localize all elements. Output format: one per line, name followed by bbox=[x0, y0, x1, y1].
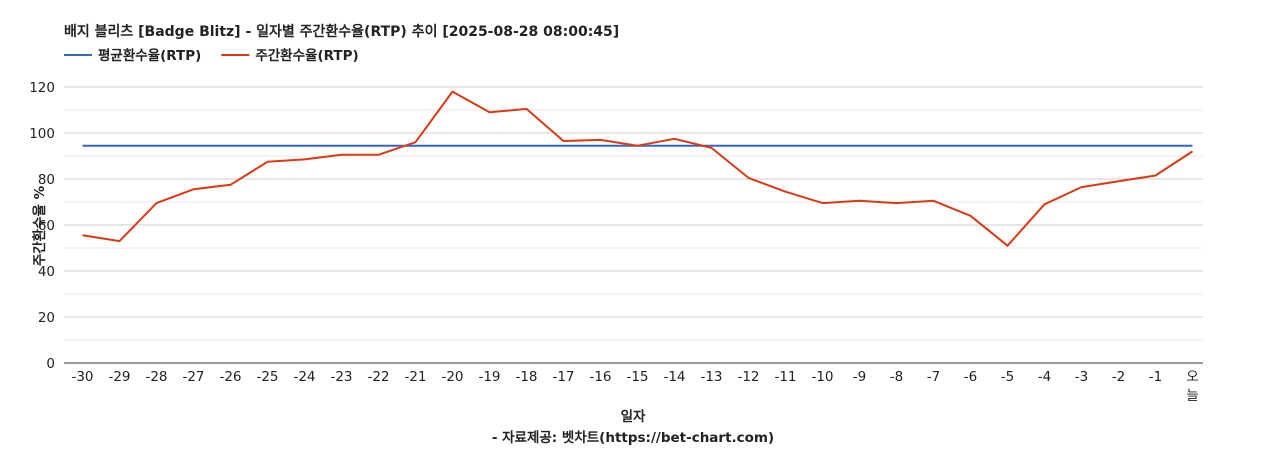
x-tick-label: -14 bbox=[663, 369, 685, 385]
x-tick-label: -20 bbox=[441, 369, 463, 385]
x-tick-label: -16 bbox=[589, 369, 611, 385]
x-tick-label: 늘 bbox=[1186, 388, 1198, 404]
x-tick-label: -3 bbox=[1075, 369, 1088, 385]
legend-label: 주간환수율(RTP) bbox=[255, 47, 358, 64]
x-tick-label: -15 bbox=[626, 369, 648, 385]
x-tick-label: -25 bbox=[256, 369, 278, 385]
x-tick-label: -12 bbox=[737, 369, 759, 385]
y-tick-label: 0 bbox=[46, 356, 55, 372]
series-lines bbox=[82, 90, 1194, 247]
x-tick-label: -8 bbox=[890, 369, 903, 385]
source-credit: - 자료제공: 벳차트(https://bet-chart.com) bbox=[492, 429, 774, 446]
x-tick-label: -6 bbox=[964, 369, 977, 385]
y-tick-label: 20 bbox=[38, 310, 55, 326]
x-tick-label: -2 bbox=[1112, 369, 1125, 385]
x-tick-label: -26 bbox=[219, 369, 241, 385]
x-tick-label: -4 bbox=[1038, 369, 1051, 385]
x-tick-label: -5 bbox=[1001, 369, 1014, 385]
y-axis-title: 주간환수율 % bbox=[31, 185, 48, 266]
x-tick-label: -1 bbox=[1149, 369, 1162, 385]
series-line-weekly-rtp bbox=[82, 90, 1194, 247]
x-tick-label: -13 bbox=[700, 369, 722, 385]
x-tick-label: -9 bbox=[853, 369, 866, 385]
legend-label: 평균환수율(RTP) bbox=[98, 47, 201, 64]
x-tick-label: -29 bbox=[108, 369, 130, 385]
x-tick-label: 오 bbox=[1186, 369, 1198, 385]
x-tick-label: -19 bbox=[478, 369, 500, 385]
y-axis-ticks: 0 20 40 60 80 100 120 bbox=[29, 80, 55, 372]
x-tick-label: -24 bbox=[293, 369, 315, 385]
x-tick-label: -17 bbox=[552, 369, 574, 385]
x-tick-label: -22 bbox=[367, 369, 389, 385]
x-tick-label: -11 bbox=[774, 369, 796, 385]
x-axis-ticks: -30 -29 -28 -27 -26 -25 -24 -23 -22 -21 -20 -19 -18-… bbox=[71, 369, 1198, 404]
x-tick-label: -28 bbox=[145, 369, 167, 385]
y-tick-label: 100 bbox=[29, 126, 55, 142]
x-tick-label: -18 bbox=[515, 369, 537, 385]
x-tick-label: -23 bbox=[330, 369, 352, 385]
y-tick-label: 60 bbox=[38, 218, 55, 234]
gridlines bbox=[64, 86, 1203, 364]
x-tick-label: -10 bbox=[811, 369, 833, 385]
x-axis-title: 일자 bbox=[621, 409, 646, 425]
legend: 평균환수율(RTP) 주간환수율(RTP) bbox=[64, 47, 359, 64]
y-tick-label: 40 bbox=[38, 264, 55, 280]
x-tick-label: -21 bbox=[404, 369, 426, 385]
y-tick-label: 80 bbox=[38, 172, 55, 188]
chart-title: 배지 블리츠 [Badge Blitz] - 일자별 주간환수율(RTP) 추이… bbox=[64, 23, 619, 40]
y-tick-label: 120 bbox=[29, 80, 55, 96]
x-tick-label: -30 bbox=[71, 369, 93, 385]
x-tick-label: -27 bbox=[182, 369, 204, 385]
x-tick-label: -7 bbox=[927, 369, 940, 385]
